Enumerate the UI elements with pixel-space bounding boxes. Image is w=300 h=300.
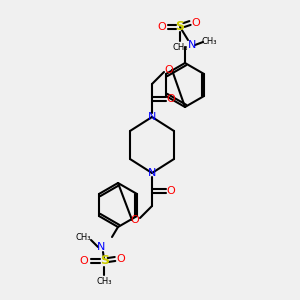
Text: N: N (97, 242, 105, 252)
Text: N: N (148, 168, 156, 178)
Text: O: O (117, 254, 125, 264)
Text: S: S (176, 20, 184, 32)
Text: O: O (80, 256, 88, 266)
Text: O: O (158, 22, 166, 32)
Text: CH₃: CH₃ (172, 43, 188, 52)
Text: CH₃: CH₃ (96, 277, 112, 286)
Text: O: O (167, 94, 176, 104)
Text: N: N (188, 40, 196, 50)
Text: O: O (167, 186, 176, 196)
Text: S: S (100, 254, 109, 268)
Text: N: N (148, 112, 156, 122)
Text: O: O (165, 65, 173, 75)
Text: O: O (192, 18, 200, 28)
Text: O: O (130, 215, 140, 225)
Text: CH₃: CH₃ (201, 38, 217, 46)
Text: CH₃: CH₃ (75, 233, 91, 242)
